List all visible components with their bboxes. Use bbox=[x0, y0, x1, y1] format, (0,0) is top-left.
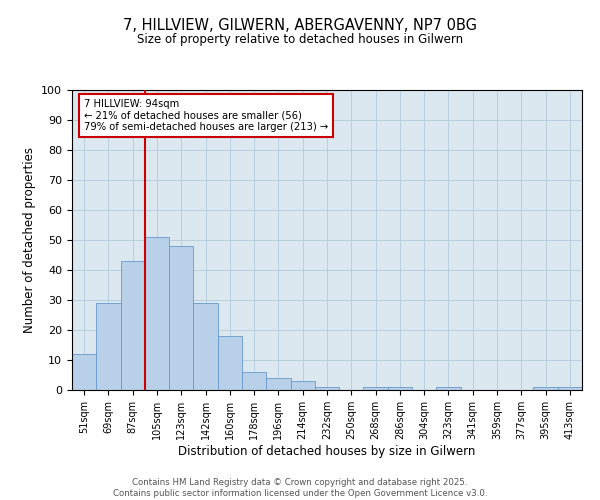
Bar bbox=[121, 261, 145, 390]
Bar bbox=[436, 387, 461, 390]
Bar bbox=[364, 387, 388, 390]
Y-axis label: Number of detached properties: Number of detached properties bbox=[23, 147, 36, 333]
Bar bbox=[388, 387, 412, 390]
Text: Size of property relative to detached houses in Gilwern: Size of property relative to detached ho… bbox=[137, 32, 463, 46]
Bar bbox=[169, 246, 193, 390]
Bar bbox=[72, 354, 96, 390]
Bar bbox=[533, 387, 558, 390]
Bar bbox=[218, 336, 242, 390]
Bar bbox=[96, 303, 121, 390]
Bar bbox=[242, 372, 266, 390]
X-axis label: Distribution of detached houses by size in Gilwern: Distribution of detached houses by size … bbox=[178, 444, 476, 458]
Text: 7 HILLVIEW: 94sqm
← 21% of detached houses are smaller (56)
79% of semi-detached: 7 HILLVIEW: 94sqm ← 21% of detached hous… bbox=[84, 99, 328, 132]
Text: Contains HM Land Registry data © Crown copyright and database right 2025.
Contai: Contains HM Land Registry data © Crown c… bbox=[113, 478, 487, 498]
Bar bbox=[290, 381, 315, 390]
Bar bbox=[558, 387, 582, 390]
Bar bbox=[266, 378, 290, 390]
Bar bbox=[145, 237, 169, 390]
Bar bbox=[315, 387, 339, 390]
Text: 7, HILLVIEW, GILWERN, ABERGAVENNY, NP7 0BG: 7, HILLVIEW, GILWERN, ABERGAVENNY, NP7 0… bbox=[123, 18, 477, 32]
Bar bbox=[193, 303, 218, 390]
